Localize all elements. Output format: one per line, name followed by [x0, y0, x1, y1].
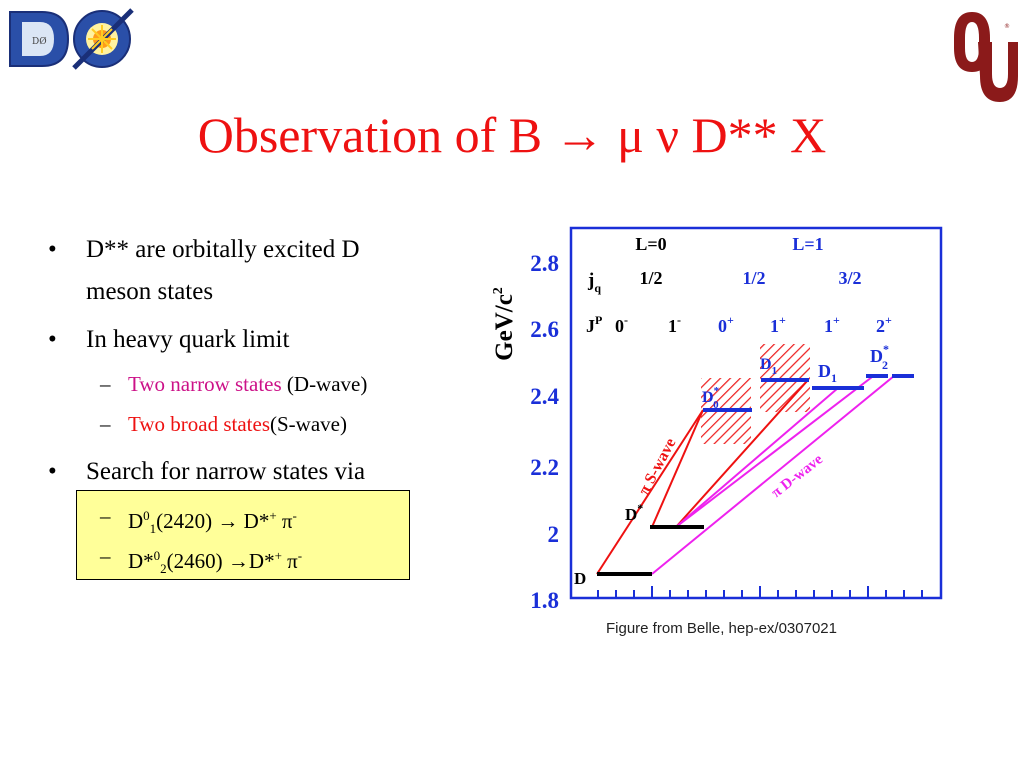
ou-logo: ® OU — [948, 8, 1018, 102]
label-d2star: D* 2 — [870, 342, 889, 372]
jq-value: 1/2 — [742, 268, 765, 288]
narrow-states-label: Two narrow states — [128, 372, 282, 396]
bullet-text: In heavy quark limit — [86, 326, 290, 353]
jp-value: 1- — [668, 313, 681, 336]
label-d1: D1 — [818, 361, 837, 385]
y-tick-label: 2 — [548, 522, 560, 547]
label-d: D — [574, 569, 586, 588]
ou-logo-text: OU — [948, 8, 950, 9]
y-tick-label: 2.6 — [530, 317, 559, 342]
plot-frame — [569, 226, 943, 600]
broad-states-label: Two broad states — [128, 412, 270, 436]
decay-d1-line: – D01(2420) → D*+ π- — [100, 504, 297, 537]
y-tick-label: 1.8 — [530, 588, 559, 613]
bullet-text-line2: meson states — [86, 278, 214, 305]
label-d1-broad: D1 — [760, 356, 777, 377]
label-d0star: D* 0 — [702, 385, 720, 411]
bullet-heavy-quark: • In heavy quark limit — [48, 324, 468, 355]
decay-d2-line: – D*02(2460) →D*+ π- — [100, 544, 303, 577]
dmeson-level-diagram: GeV/c2 1.8 2 2.2 2.4 2.6 2.8 L=0 L=1 jq … — [491, 226, 943, 613]
jp-value: 2+ — [876, 313, 892, 336]
bullet-dot: • — [48, 326, 57, 353]
jp-value: 0- — [615, 313, 628, 336]
y-axis-label: GeV/c2 — [491, 287, 518, 361]
jp-value: 1+ — [824, 313, 840, 336]
s-wave-transitions — [596, 379, 809, 575]
bullet-dot: • — [48, 236, 57, 263]
y-tick-label: 2.2 — [530, 455, 559, 480]
d0-logo: DØ — [4, 4, 140, 74]
subbullet-narrow-states: – Two narrow states (D-wave) — [100, 372, 368, 396]
bullet-text-line1: D** are orbitally excited D — [86, 236, 360, 263]
narrow-states-wave: (D-wave) — [281, 372, 368, 396]
d0-logo-text: DØ — [32, 36, 47, 47]
d-wave-label: π D-wave — [769, 451, 827, 501]
jp-value: 0+ — [718, 313, 734, 336]
jq-value: 3/2 — [838, 268, 861, 288]
x-ticks — [597, 586, 923, 598]
jp-label: JP — [586, 313, 602, 336]
y-tick-label: 2.8 — [530, 251, 559, 276]
jq-value: 1/2 — [639, 268, 662, 288]
subbullet-broad-states: – Two broad states(S-wave) — [100, 412, 347, 436]
bullet-dstar-definition: • D** are orbitally excited D meson stat… — [48, 234, 468, 305]
bullet-text: Search for narrow states via — [86, 458, 366, 485]
jq-label: jq — [587, 270, 601, 295]
jp-value: 1+ — [770, 313, 786, 336]
label-dstar: D* — [625, 501, 643, 524]
svg-text:®: ® — [1004, 23, 1010, 30]
broad-states-wave: (S-wave) — [270, 412, 347, 436]
bullet-dot: • — [48, 458, 57, 485]
l0-header: L=0 — [635, 234, 666, 254]
bullet-search: • Search for narrow states via — [48, 456, 468, 487]
decay-highlight-box — [76, 490, 410, 580]
s-wave-label: π S-wave — [636, 435, 680, 497]
figure-caption: Figure from Belle, hep-ex/0307021 — [606, 620, 837, 637]
d-wave-transitions — [651, 375, 895, 575]
l1-header: L=1 — [792, 234, 823, 254]
page-title: Observation of B → μ ν D** X — [197, 107, 827, 163]
y-tick-label: 2.4 — [530, 384, 559, 409]
